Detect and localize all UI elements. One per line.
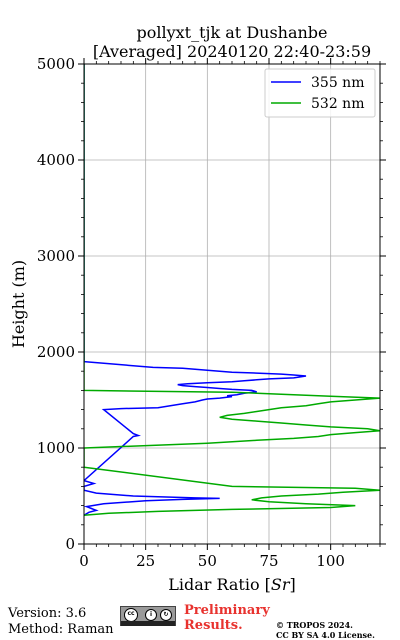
x-axis-label-suffix: ] xyxy=(290,575,296,594)
y-tick-label: 2000 xyxy=(37,343,75,361)
plot-area xyxy=(84,64,380,544)
preliminary-label: Preliminary Results. xyxy=(184,603,270,633)
cc-badge-strip xyxy=(121,621,175,626)
lidar-ratio-chart: pollyxt_tjk at Dushanbe [Averaged] 20240… xyxy=(9,23,386,594)
cc-logo-icon: cc xyxy=(124,608,138,622)
series-layer xyxy=(84,64,380,516)
x-axis-label-unit: Sr xyxy=(271,575,291,594)
y-tick-label: 0 xyxy=(65,535,75,553)
preliminary-line2: Results. xyxy=(184,618,243,633)
x-tick-label: 0 xyxy=(79,552,89,570)
copyright-line1: © TROPOS 2024. xyxy=(276,620,353,630)
x-axis-label: Lidar Ratio [Sr] xyxy=(168,575,296,594)
y-tick-label: 1000 xyxy=(37,439,75,457)
legend-box xyxy=(264,68,376,118)
version-text: Version: 3.6 xyxy=(8,606,87,621)
copyright-line2: CC BY SA 4.0 License. xyxy=(276,630,375,640)
x-tick-label: 75 xyxy=(259,552,278,570)
series-line-2 xyxy=(84,64,380,516)
legend-label-1: 355 nm xyxy=(311,75,364,91)
x-tick-label: 100 xyxy=(316,552,345,570)
x-tick-label: 50 xyxy=(198,552,217,570)
method-text: Method: Raman xyxy=(8,622,114,637)
cc-license-badge: cc i ↻ xyxy=(120,606,176,626)
chart-title-line2: [Averaged] 20240120 22:40-23:59 xyxy=(93,42,371,61)
y-tick-label: 5000 xyxy=(37,55,75,73)
y-tick-label: 4000 xyxy=(37,151,75,169)
cc-sa-icon: ↻ xyxy=(160,609,172,621)
y-tick-label: 3000 xyxy=(37,247,75,265)
x-axis-label-prefix: Lidar Ratio [ xyxy=(168,575,271,594)
x-tick-label: 25 xyxy=(136,552,155,570)
cc-by-icon: i xyxy=(145,609,157,621)
chart-title-line1: pollyxt_tjk at Dushanbe xyxy=(136,23,327,42)
preliminary-line1: Preliminary xyxy=(184,603,270,618)
legend-label-2: 532 nm xyxy=(311,96,364,112)
copyright-notice: © TROPOS 2024. CC BY SA 4.0 License. xyxy=(276,620,375,640)
legend: 355 nm 532 nm xyxy=(264,68,376,118)
y-axis-label: Height (m) xyxy=(9,260,28,348)
series-line-1 xyxy=(84,64,307,516)
